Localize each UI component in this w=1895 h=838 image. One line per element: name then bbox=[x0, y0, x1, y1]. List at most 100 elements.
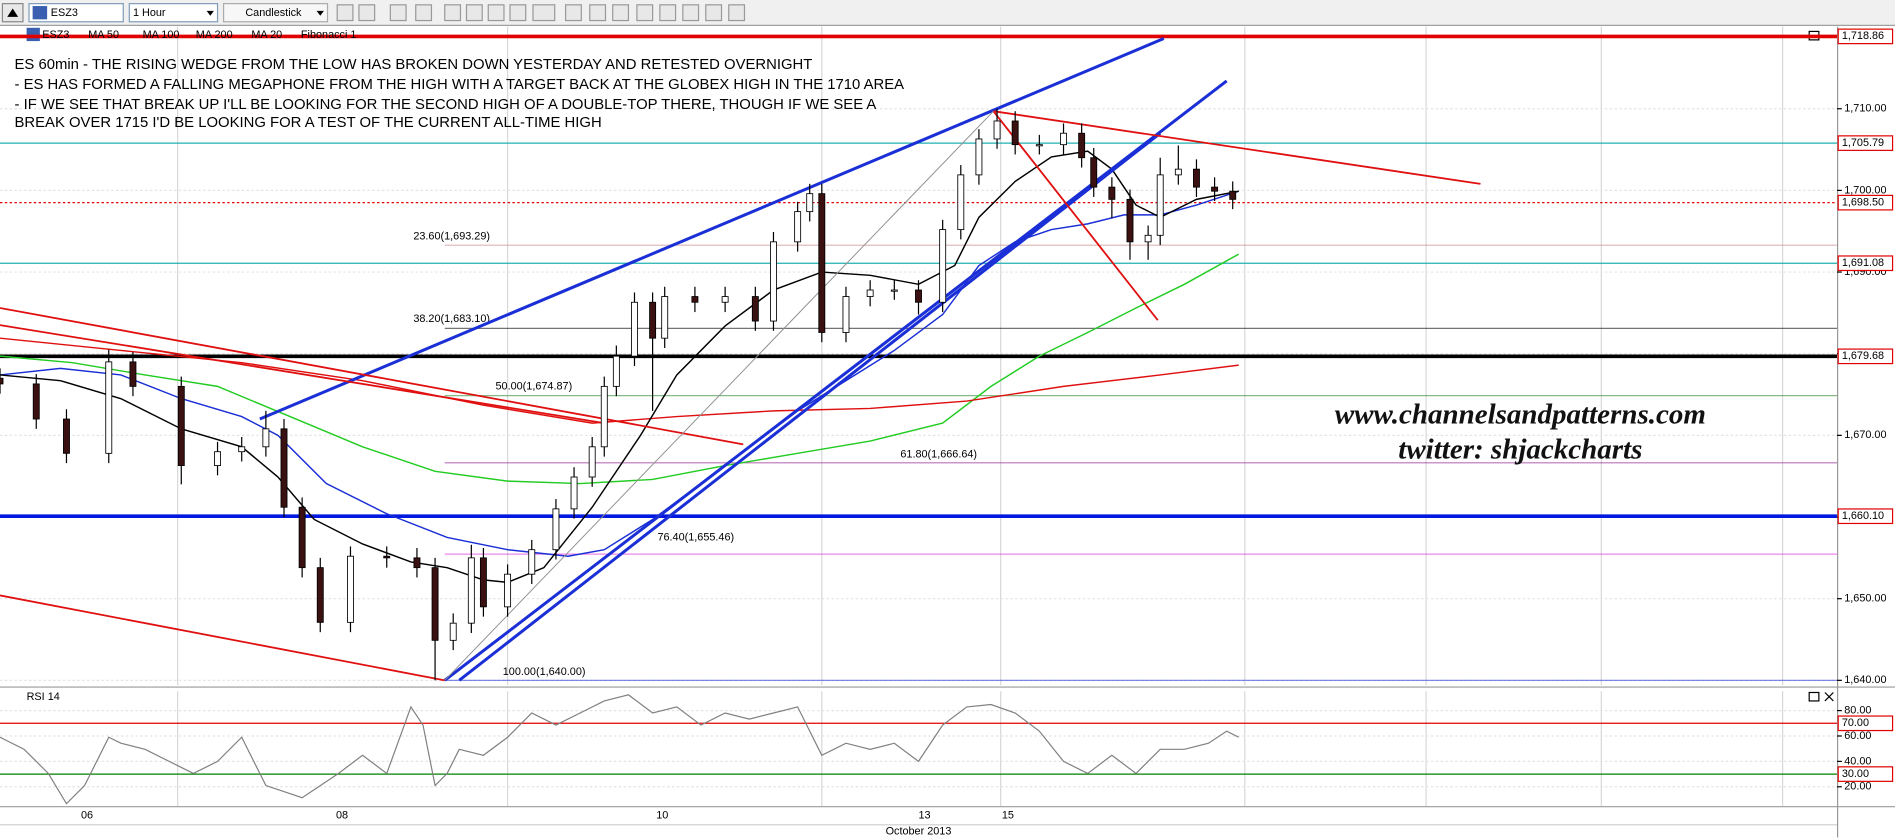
y-tick-label: 40.00 bbox=[1844, 755, 1871, 767]
candle-body bbox=[993, 120, 1001, 140]
level-label: 70.00 bbox=[1842, 717, 1869, 729]
candle-body bbox=[1126, 198, 1134, 243]
candle-body bbox=[806, 193, 814, 213]
tool-button[interactable] bbox=[532, 4, 556, 22]
tool-button[interactable] bbox=[589, 4, 607, 22]
interval-select[interactable] bbox=[128, 3, 219, 23]
tool-button[interactable] bbox=[636, 4, 654, 22]
candle-body bbox=[1193, 168, 1200, 188]
dropdown-arrow bbox=[206, 10, 214, 16]
candle-body bbox=[842, 296, 850, 333]
level-label: 30.00 bbox=[1842, 768, 1869, 780]
fib-label: 38.20(1,683.10) bbox=[413, 313, 490, 325]
tool-button[interactable] bbox=[444, 4, 462, 22]
candle-body bbox=[298, 506, 306, 569]
tool-button[interactable] bbox=[659, 4, 677, 22]
candle-body bbox=[1144, 234, 1152, 243]
candle-body bbox=[975, 138, 983, 176]
candle-body bbox=[957, 174, 965, 231]
x-tick-label: 06 bbox=[81, 810, 93, 822]
tool-button[interactable] bbox=[509, 4, 527, 22]
y-tick-label: 1,700.00 bbox=[1844, 184, 1886, 196]
y-tick-label: 60.00 bbox=[1844, 730, 1871, 742]
symbol-input[interactable] bbox=[28, 3, 124, 23]
level-label-box bbox=[1837, 255, 1894, 272]
tool-button[interactable] bbox=[358, 4, 376, 22]
candle-body bbox=[1156, 174, 1164, 236]
candle-body bbox=[661, 296, 669, 339]
candle-body bbox=[383, 555, 391, 559]
legend-symbol: ESZ3 bbox=[42, 29, 69, 41]
style-select[interactable] bbox=[222, 3, 329, 23]
candle-body bbox=[631, 301, 638, 357]
candle-body bbox=[1174, 168, 1182, 176]
candle-body bbox=[866, 289, 874, 297]
candle-body bbox=[262, 428, 270, 448]
trend-line bbox=[992, 110, 1159, 321]
candle-body bbox=[1211, 186, 1219, 192]
moving-average bbox=[0, 150, 1239, 584]
maximize-button[interactable] bbox=[1808, 691, 1820, 702]
candle-body bbox=[588, 446, 596, 478]
candle-body bbox=[63, 418, 70, 454]
candle-body bbox=[347, 555, 354, 623]
candle-body bbox=[600, 385, 608, 448]
candle-body bbox=[721, 296, 729, 303]
candle-body bbox=[105, 361, 113, 454]
style-text: Candlestick bbox=[245, 7, 302, 19]
level-label-box bbox=[1837, 715, 1894, 732]
tool-button[interactable] bbox=[389, 4, 407, 22]
fib-label: 50.00(1,674.87) bbox=[496, 381, 573, 393]
annotation: - ES HAS FORMED A FALLING MEGAPHONE FROM… bbox=[15, 77, 905, 93]
candle-body bbox=[1060, 132, 1067, 146]
tool-button[interactable] bbox=[487, 4, 505, 22]
candle-body bbox=[32, 383, 40, 420]
candle-body bbox=[449, 622, 457, 641]
trend-line bbox=[0, 324, 605, 425]
level-label-box bbox=[1837, 348, 1894, 365]
candle-body bbox=[794, 211, 802, 243]
tool-button[interactable] bbox=[564, 4, 582, 22]
candle-body bbox=[431, 567, 439, 641]
level-label-box bbox=[1837, 135, 1894, 151]
tool-button[interactable] bbox=[336, 4, 354, 22]
trend-line bbox=[0, 307, 744, 446]
tool-icons bbox=[336, 4, 746, 22]
watermark: twitter: shjackcharts bbox=[1398, 434, 1642, 466]
legend-entry: MA 50 bbox=[88, 29, 119, 41]
level-label: 1,718.86 bbox=[1842, 30, 1884, 42]
level-label: 1,660.10 bbox=[1842, 510, 1884, 522]
x-tick-label: 08 bbox=[336, 810, 348, 822]
tool-button[interactable] bbox=[465, 4, 483, 22]
level-label: 1,691.08 bbox=[1842, 257, 1884, 269]
tool-button[interactable] bbox=[415, 4, 433, 22]
candle-body bbox=[939, 229, 947, 303]
candle-body bbox=[570, 476, 578, 510]
level-label: 1,705.79 bbox=[1842, 137, 1884, 149]
tool-button[interactable] bbox=[728, 4, 746, 22]
y-tick-label: 20.00 bbox=[1844, 781, 1871, 793]
tool-button[interactable] bbox=[682, 4, 700, 22]
level-label-box bbox=[1837, 508, 1894, 525]
tool-button[interactable] bbox=[705, 4, 723, 22]
trend-line bbox=[0, 594, 445, 682]
candle-body bbox=[770, 241, 777, 322]
tool-button[interactable] bbox=[612, 4, 630, 22]
watermark: www.channelsandpatterns.com bbox=[1335, 399, 1706, 431]
legend-entry: MA 100 bbox=[143, 29, 180, 41]
plot-layer: 1,640.001,650.001,660.001,670.001,680.00… bbox=[0, 26, 1894, 837]
trend-line bbox=[444, 110, 994, 681]
candle-body bbox=[238, 446, 246, 453]
candle-body bbox=[177, 385, 185, 467]
candle-body bbox=[528, 549, 536, 575]
legend-symbol-icon bbox=[26, 27, 40, 42]
moving-average bbox=[0, 337, 1239, 424]
candle-body bbox=[413, 557, 421, 569]
candle-body bbox=[890, 289, 898, 292]
level-label-box bbox=[1837, 766, 1894, 782]
panel-label: RSI 14 bbox=[27, 691, 60, 703]
close-button[interactable] bbox=[1824, 692, 1834, 702]
moving-average bbox=[0, 253, 1240, 485]
